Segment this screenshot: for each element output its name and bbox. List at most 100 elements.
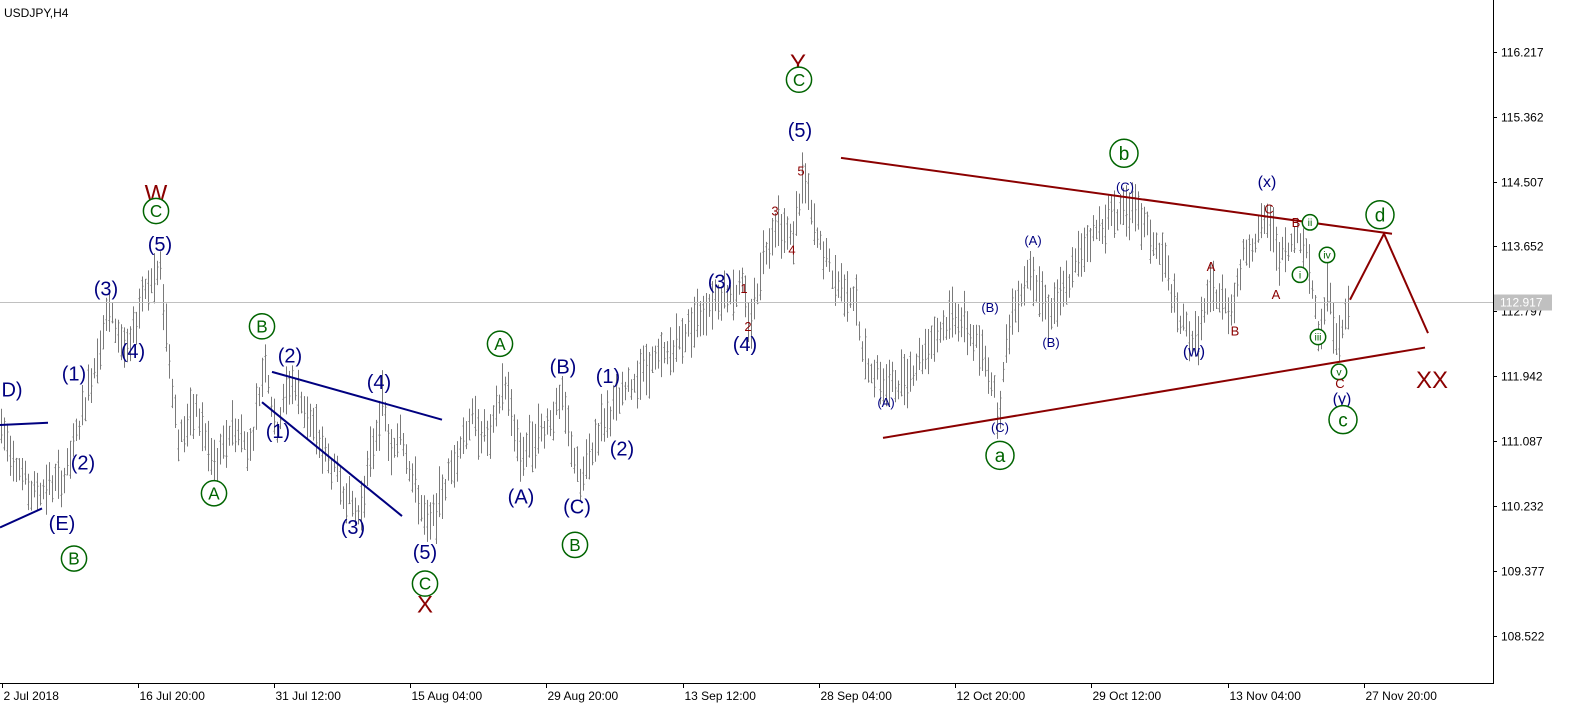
time-tick-label: 16 Jul 20:00 [140, 689, 206, 703]
time-tick-label: 2 Jul 2018 [4, 689, 60, 703]
wave-label: iv [1323, 251, 1331, 262]
wave-label: c [1338, 411, 1348, 432]
price-tick-label: 110.232 [1501, 500, 1544, 514]
wave-label: X [417, 592, 433, 619]
wave-label: C [1264, 201, 1273, 216]
wave-label: (5) [788, 120, 812, 142]
wave-label: (2) [610, 439, 634, 461]
price-axis-ticks: 116.217115.362114.507113.652112.797111.9… [1493, 46, 1545, 644]
wave-label: A [1272, 287, 1281, 302]
wave-label: C [1335, 376, 1344, 391]
wave-label-circle [561, 531, 589, 559]
wave-label: B [1292, 215, 1301, 230]
wave-label-circle [486, 330, 514, 358]
wave-label: (3) [341, 517, 365, 539]
time-tick-label: 15 Aug 04:00 [412, 689, 483, 703]
trendline[interactable] [271, 370, 443, 421]
wave-label-circle [1301, 213, 1319, 231]
wave-label: C [793, 71, 805, 90]
wave-label: a [995, 446, 1006, 467]
wave-label: 2 [744, 319, 751, 334]
price-axis-panel [1493, 0, 1596, 723]
wave-label-circle [1291, 266, 1309, 284]
wave-label: A [494, 335, 506, 354]
wave-label: (B) [981, 300, 998, 315]
trendline[interactable] [840, 156, 1393, 235]
wave-label: 5 [797, 163, 804, 178]
trendline[interactable] [882, 346, 1426, 439]
wave-label: (3) [94, 279, 118, 301]
wave-label: (w) [1183, 343, 1205, 360]
wave-label: (E) [49, 513, 76, 535]
wave-label-circle [142, 197, 170, 225]
wave-label-circle [985, 440, 1015, 471]
wave-label-circle [1309, 328, 1327, 346]
wave-labels: D)(E)B(1)(2)(3)(4)WC(5)AB(2)(1)(4)(3)(5)… [1, 50, 1448, 619]
trendlines [0, 156, 1429, 529]
wave-label: (B) [550, 357, 577, 379]
trendline[interactable] [261, 401, 403, 517]
wave-label-circle [1330, 363, 1348, 381]
price-tick-label: 108.522 [1501, 630, 1545, 644]
wave-label: C [150, 202, 162, 221]
price-tick-label: 115.362 [1501, 111, 1544, 125]
time-tick-label: 28 Sep 04:00 [821, 689, 893, 703]
wave-label: 4 [788, 242, 795, 257]
wave-label: 1 [740, 281, 747, 296]
time-tick-label: 29 Oct 12:00 [1093, 689, 1162, 703]
time-axis-panel [0, 683, 1596, 723]
price-tick-label: 116.217 [1501, 46, 1544, 60]
wave-label-circle [1328, 404, 1358, 435]
wave-label: (B) [1042, 335, 1059, 350]
wave-label: (5) [148, 234, 172, 256]
wave-label: v [1336, 368, 1342, 379]
wave-label-circle [248, 312, 276, 340]
current-price-tag-bg [1494, 294, 1552, 311]
wave-label: (1) [596, 366, 620, 388]
wave-label: (x) [1258, 174, 1277, 191]
price-tick-label: 114.507 [1501, 176, 1544, 190]
wave-label: (2) [71, 452, 95, 474]
current-price-tag: 112.917 [1494, 294, 1552, 311]
wave-label-circle [785, 66, 813, 94]
wave-label: (1) [266, 421, 290, 443]
wave-label: (C) [1116, 179, 1134, 194]
wave-label: (3) [708, 272, 732, 294]
wave-label: (A) [508, 487, 535, 509]
wave-label-circle [200, 479, 228, 507]
wave-label-circle [411, 570, 439, 597]
wave-label: (y) [1333, 391, 1352, 408]
price-bars [0, 152, 1350, 544]
price-tick-label: 111.942 [1501, 370, 1543, 384]
price-tick-label: 111.087 [1501, 435, 1543, 449]
time-tick-label: 31 Jul 12:00 [276, 689, 342, 703]
wave-label: A [208, 484, 220, 503]
wave-label: (C) [991, 420, 1009, 435]
current-price-value: 112.917 [1500, 296, 1543, 310]
wave-label-circle [1318, 246, 1336, 264]
wave-label: (A) [877, 395, 894, 410]
trendline[interactable] [0, 507, 43, 529]
wave-label: ii [1308, 218, 1313, 229]
wave-label: (5) [413, 542, 437, 564]
wave-label: B [68, 550, 79, 569]
price-tick-label: 113.652 [1501, 240, 1544, 254]
wave-label-circle [1109, 138, 1139, 169]
wave-label: D) [1, 380, 22, 402]
wave-label: A [1207, 259, 1216, 274]
trendline[interactable] [0, 421, 49, 426]
time-tick-label: 13 Nov 04:00 [1230, 689, 1302, 703]
wave-label: (1) [62, 364, 86, 386]
wave-label: (4) [121, 341, 145, 363]
wave-label: XX [1416, 367, 1448, 394]
time-tick-label: 29 Aug 20:00 [548, 689, 619, 703]
trendline[interactable] [1349, 231, 1429, 334]
wave-label-circle [1365, 200, 1395, 230]
price-tick-label: 109.377 [1501, 565, 1545, 579]
symbol-label: USDJPY,H4 [4, 6, 69, 20]
wave-label: B [256, 317, 267, 336]
wave-label: i [1299, 270, 1301, 281]
wave-label: (C) [563, 496, 591, 518]
